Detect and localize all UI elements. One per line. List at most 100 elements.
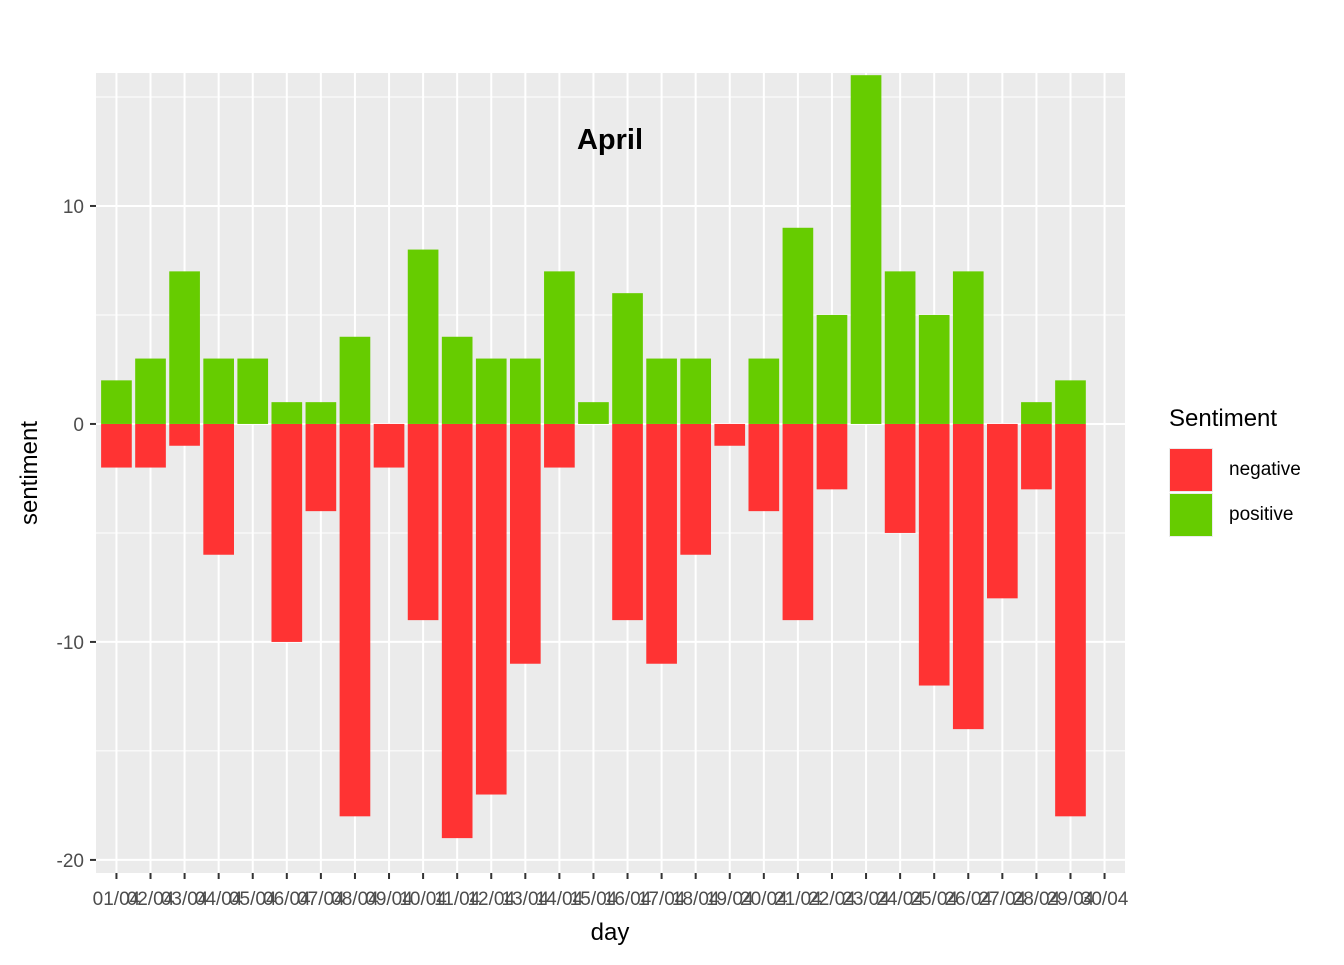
bar-negative-03-04	[169, 423, 200, 446]
x-tick-label: 06/04	[263, 889, 311, 910]
bar-negative-27-04	[987, 423, 1018, 599]
y-axis: -20 -10 0 10	[57, 197, 96, 872]
bar-negative-08-04	[339, 423, 371, 817]
x-tick-label: 25/04	[910, 889, 958, 910]
bar-negative-25-04	[918, 423, 950, 686]
x-tick-label: 01/04	[93, 889, 141, 910]
bar-positive-24-04	[884, 271, 916, 424]
legend: Sentiment negative positive	[1169, 405, 1301, 537]
bar-negative-26-04	[952, 423, 984, 730]
bar-positive-29-04	[1055, 380, 1086, 424]
bar-positive-01-04	[101, 380, 132, 424]
bar-negative-16-04	[612, 423, 643, 621]
x-tick-label: 08/04	[331, 889, 379, 910]
bar-negative-12-04	[475, 423, 507, 795]
bar-positive-12-04	[475, 358, 507, 424]
bar-negative-04-04	[203, 423, 234, 555]
x-tick-label: 13/04	[502, 889, 550, 910]
x-tick-label: 21/04	[774, 889, 822, 910]
y-tick-label: -20	[57, 851, 84, 872]
legend-item-positive: positive	[1169, 492, 1301, 537]
bar-positive-25-04	[918, 314, 950, 424]
bar-negative-20-04	[748, 423, 780, 512]
bar-positive-17-04	[646, 358, 677, 424]
bar-negative-02-04	[135, 423, 166, 468]
x-tick-label: 30/04	[1081, 889, 1129, 910]
y-tick-label: -10	[57, 633, 84, 654]
x-tick-label: 15/04	[570, 889, 618, 910]
bar-positive-14-04	[544, 271, 575, 424]
x-tick-label: 02/04	[127, 889, 175, 910]
bar-negative-06-04	[271, 423, 303, 642]
x-tick-label: 17/04	[638, 889, 686, 910]
x-tick-label: 07/04	[297, 889, 345, 910]
bar-positive-26-04	[952, 271, 984, 424]
x-tick-label: 26/04	[944, 889, 992, 910]
legend-title: Sentiment	[1169, 405, 1278, 432]
bar-positive-04-04	[203, 358, 234, 424]
bar-negative-24-04	[884, 423, 916, 533]
x-tick-label: 28/04	[1013, 889, 1061, 910]
x-tick-label: 11/04	[434, 889, 481, 910]
legend-label-negative: negative	[1229, 458, 1301, 480]
bar-positive-21-04	[782, 227, 814, 424]
bar-negative-07-04	[305, 423, 337, 512]
bar-negative-28-04	[1021, 423, 1052, 490]
bar-negative-13-04	[509, 423, 541, 664]
bar-negative-29-04	[1055, 423, 1086, 817]
bar-positive-18-04	[680, 358, 712, 424]
bar-positive-02-04	[135, 358, 166, 424]
legend-swatch-negative	[1170, 448, 1212, 491]
y-tick-label: 0	[73, 415, 84, 436]
bar-positive-20-04	[748, 358, 780, 424]
bar-negative-22-04	[816, 423, 848, 490]
x-tick-label: 18/04	[672, 889, 720, 910]
bar-positive-16-04	[612, 293, 643, 424]
bar-negative-21-04	[782, 423, 814, 621]
bar-positive-13-04	[509, 358, 541, 424]
bar-positive-08-04	[339, 336, 371, 424]
x-tick-label: 20/04	[740, 889, 788, 910]
bar-positive-23-04	[850, 75, 882, 424]
x-tick-label: 22/04	[808, 889, 856, 910]
bar-negative-10-04	[407, 423, 439, 621]
x-tick-label: 29/04	[1047, 889, 1095, 910]
bar-negative-01-04	[101, 423, 132, 468]
bar-positive-11-04	[441, 336, 473, 424]
x-axis: 01/0402/0403/0404/0405/0406/0407/0408/04…	[93, 873, 1129, 910]
bar-positive-03-04	[169, 271, 200, 424]
y-tick-label: 10	[63, 197, 84, 218]
chart-title: April	[577, 124, 643, 156]
bar-positive-05-04	[237, 358, 269, 424]
x-tick-label: 10/04	[399, 889, 447, 910]
legend-label-positive: positive	[1229, 503, 1294, 525]
x-tick-label: 12/04	[467, 889, 515, 910]
bar-positive-28-04	[1021, 402, 1052, 424]
x-tick-label: 05/04	[229, 889, 277, 910]
bar-negative-19-04	[714, 423, 746, 446]
x-tick-label: 09/04	[365, 889, 413, 910]
bar-positive-22-04	[816, 314, 848, 424]
legend-swatch-positive	[1170, 493, 1212, 536]
bar-negative-09-04	[373, 423, 405, 468]
bar-positive-10-04	[407, 249, 439, 424]
bar-positive-15-04	[578, 402, 609, 424]
x-tick-label: 14/04	[536, 889, 584, 910]
bars	[101, 75, 1086, 839]
x-tick-label: 24/04	[876, 889, 924, 910]
legend-item-negative: negative	[1169, 447, 1301, 492]
x-tick-label: 04/04	[195, 889, 243, 910]
bar-negative-18-04	[680, 423, 712, 555]
bar-positive-07-04	[305, 402, 337, 424]
bar-negative-17-04	[646, 423, 677, 664]
bar-negative-11-04	[441, 423, 473, 839]
x-tick-label: 03/04	[161, 889, 209, 910]
bar-negative-14-04	[544, 423, 575, 468]
bar-positive-06-04	[271, 402, 303, 424]
x-tick-label: 23/04	[842, 889, 890, 910]
x-tick-label: 16/04	[604, 889, 652, 910]
x-tick-label: 19/04	[706, 889, 754, 910]
x-tick-label: 27/04	[979, 889, 1027, 910]
